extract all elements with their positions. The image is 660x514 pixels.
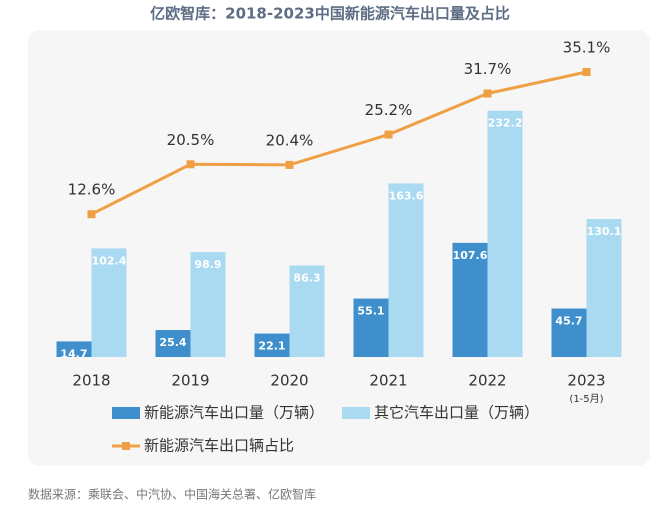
- bar: [254, 333, 290, 357]
- bar: [452, 242, 488, 357]
- line-value-label: 35.1%: [563, 39, 611, 57]
- line-value-label: 20.4%: [266, 131, 314, 149]
- bar-value-label: 130.1: [587, 225, 622, 238]
- bar-value-label: 14.7: [60, 347, 87, 360]
- bar-value-label: 232.2: [488, 117, 523, 130]
- bar-value-label: 102.4: [92, 254, 127, 267]
- bar: [487, 110, 523, 357]
- x-tick-label: 2018: [72, 372, 110, 390]
- x-tick-label: 2020: [270, 372, 308, 390]
- line: [90, 70, 587, 216]
- line-value-label: 20.5%: [167, 131, 215, 149]
- x-tick-label: 2019: [171, 372, 209, 390]
- line-value-label: 12.6%: [68, 181, 116, 199]
- legend-swatch: [122, 442, 130, 450]
- bar: [155, 330, 191, 357]
- line-marker: [87, 210, 96, 219]
- bar: [190, 252, 226, 357]
- line-marker: [186, 160, 195, 169]
- bar-value-label: 55.1: [357, 305, 384, 318]
- bar: [586, 219, 622, 357]
- line-marker: [285, 160, 294, 169]
- bar: [289, 265, 325, 357]
- panel: [28, 30, 650, 466]
- bar-value-label: 45.7: [555, 315, 582, 328]
- bar-value-label: 86.3: [293, 271, 320, 284]
- bar: [56, 341, 92, 357]
- bar-value-label: 25.4: [159, 336, 186, 349]
- bar-value-label: 22.1: [258, 340, 285, 353]
- x-tick-label: 2022: [468, 372, 506, 390]
- bar: [388, 183, 424, 357]
- legend-label: 新能源汽车出口辆占比: [144, 437, 294, 455]
- chart-title: 亿欧智库：2018-2023中国新能源汽车出口量及占比: [150, 5, 510, 23]
- x-tick-note: (1-5月): [569, 393, 603, 405]
- bar-value-label: 107.6: [453, 249, 488, 262]
- x-tick-label: 2023: [567, 372, 605, 390]
- x-tick-label: 2021: [369, 372, 407, 390]
- line-value-label: 31.7%: [464, 60, 512, 78]
- legend-swatch: [112, 407, 140, 419]
- line-marker: [483, 89, 492, 98]
- legend-label: 其它汽车出口量（万辆）: [374, 404, 539, 422]
- source: 数据来源：乘联会、中汽协、中国海关总署、亿欧智库: [28, 487, 316, 502]
- line-marker: [582, 68, 591, 77]
- line-marker: [384, 130, 393, 139]
- line-value-label: 25.2%: [365, 101, 413, 119]
- bar-value-label: 98.9: [194, 258, 221, 271]
- bar-value-label: 163.6: [389, 189, 424, 202]
- legend-label: 新能源汽车出口量（万辆）: [144, 404, 324, 422]
- bar: [91, 248, 127, 357]
- legend-swatch: [342, 407, 370, 419]
- bar: [551, 308, 587, 357]
- bar: [353, 298, 389, 357]
